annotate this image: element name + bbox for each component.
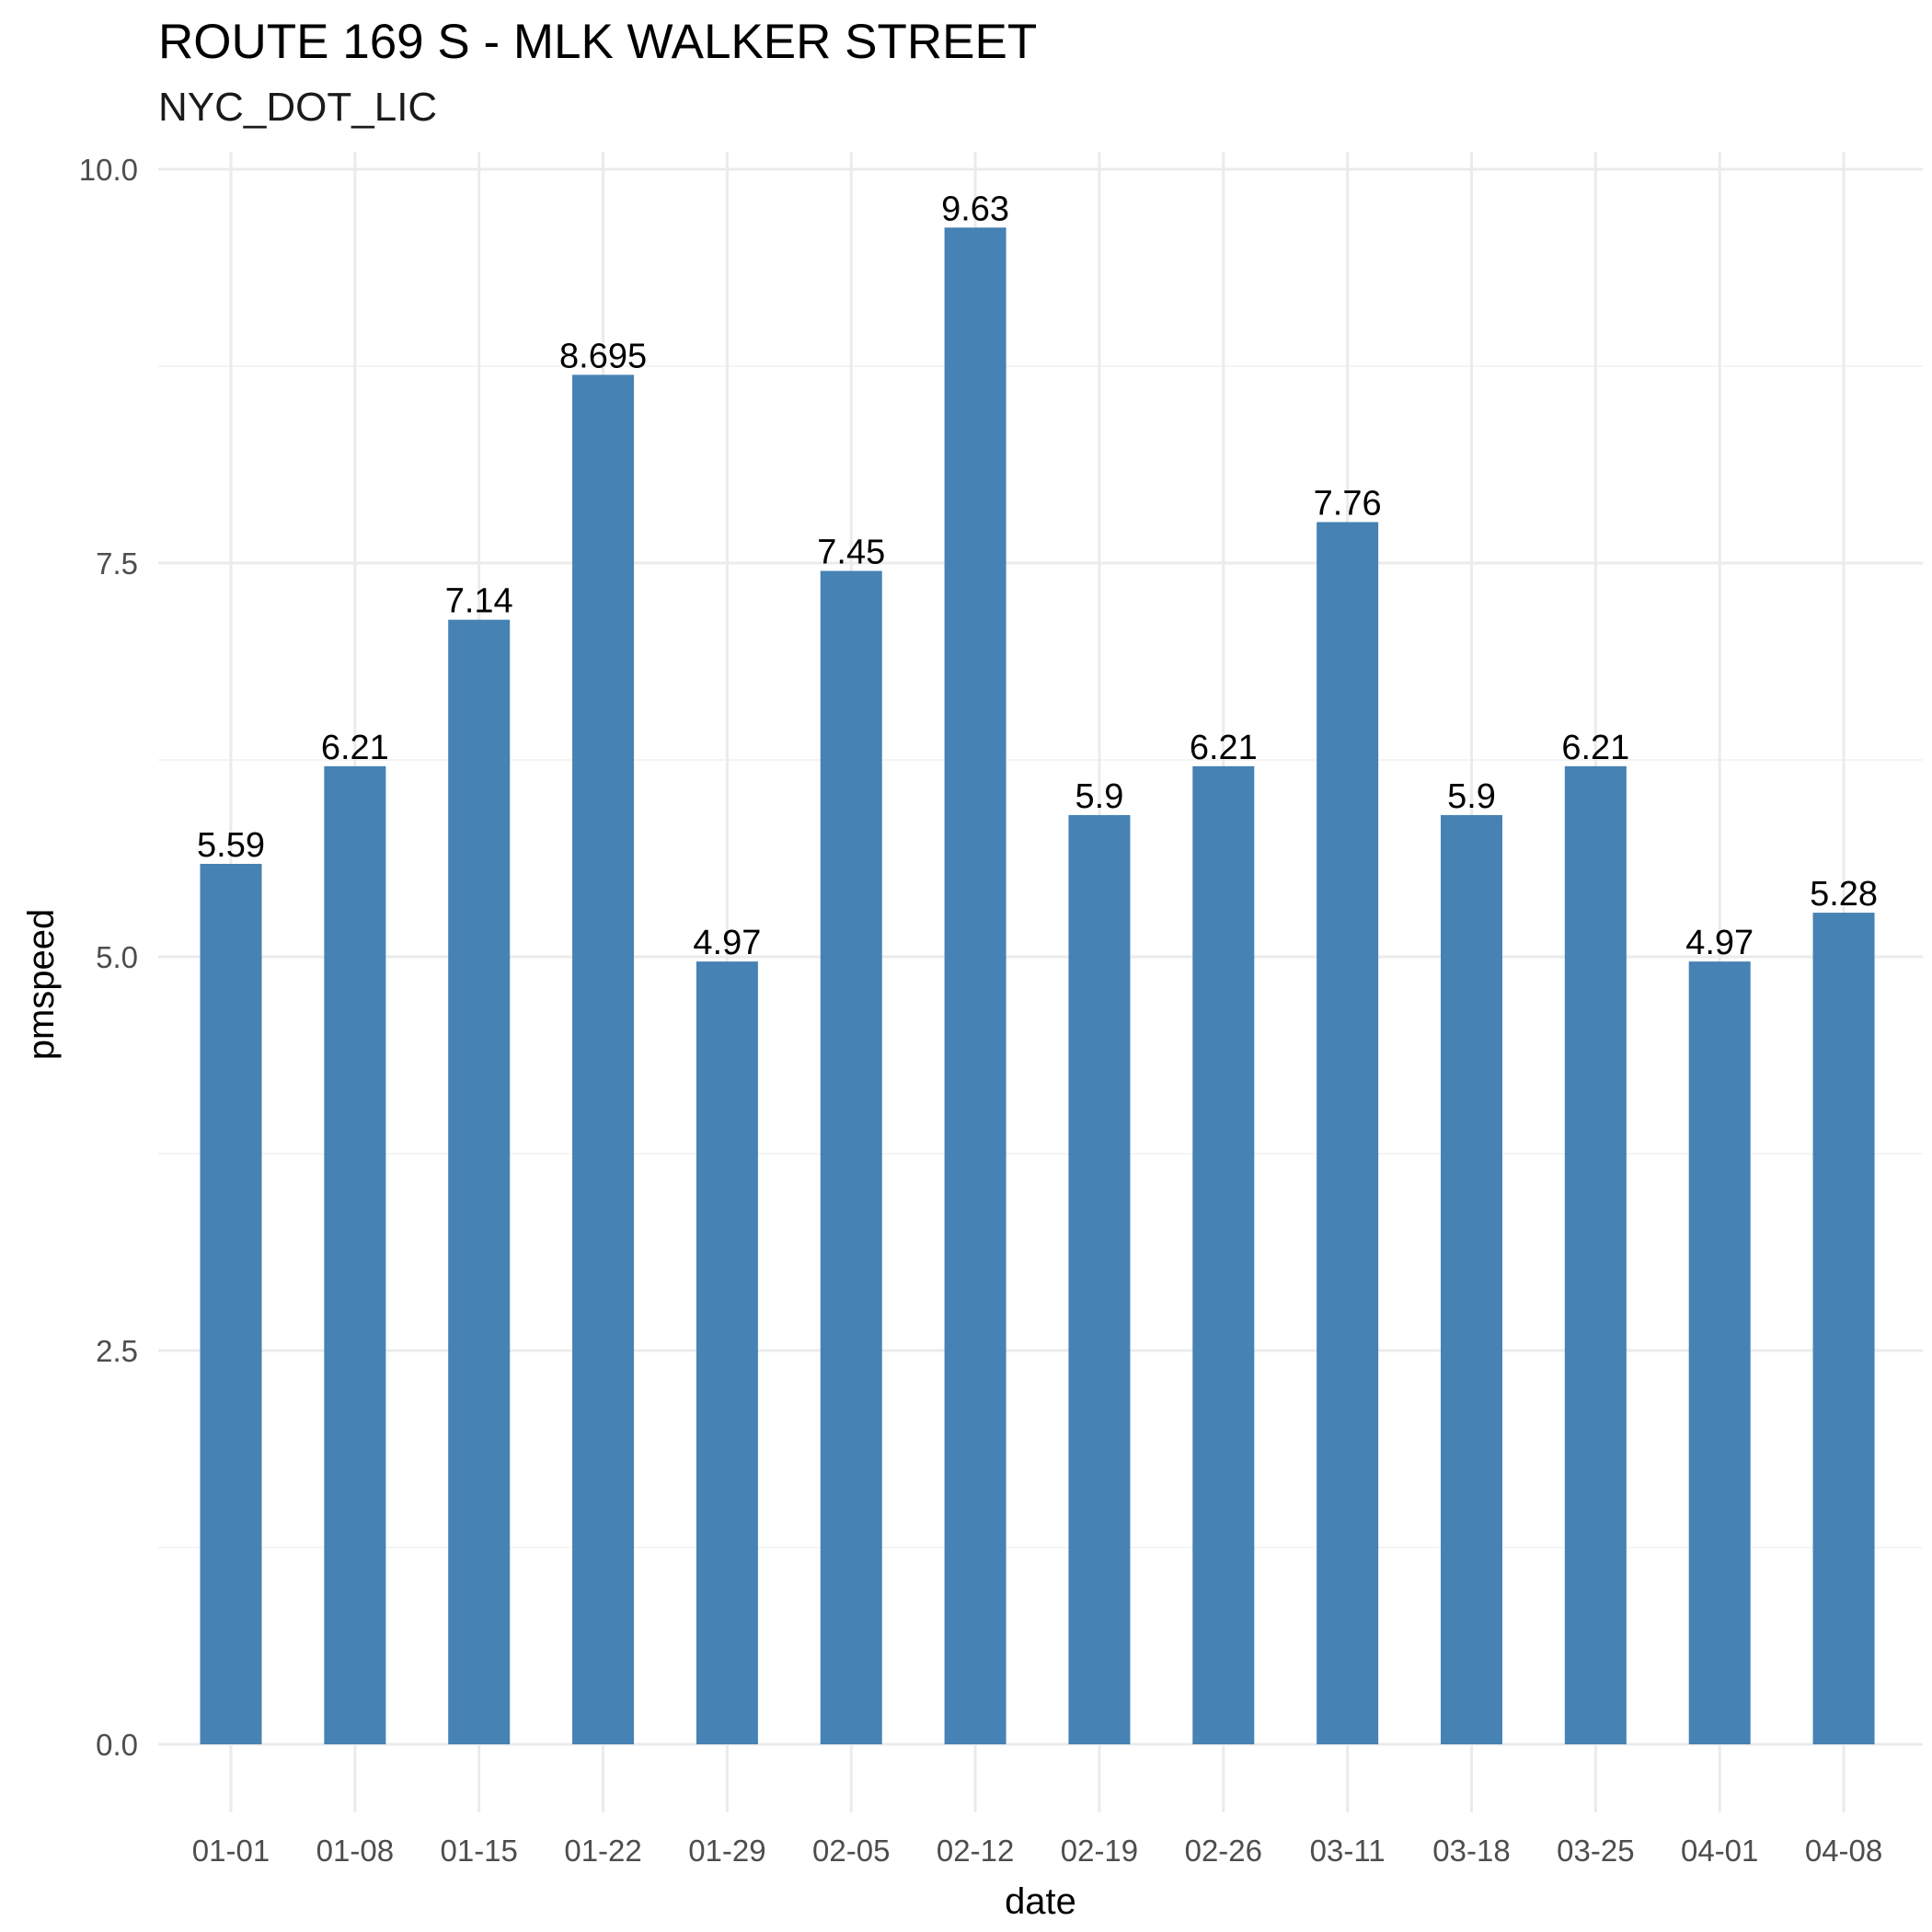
bar-value-label: 5.28 xyxy=(1810,875,1878,914)
bar xyxy=(820,570,882,1744)
x-tick-label: 02-19 xyxy=(1061,1834,1138,1868)
data-labels: 5.59 6.21 7.14 8.695 4.97 7.45 9.63 5.9 6.21 7.76… xyxy=(197,190,1878,962)
bar-value-label: 6.21 xyxy=(1190,729,1258,767)
y-axis-title: pmspeed xyxy=(21,909,62,1061)
bar-value-label: 5.9 xyxy=(1075,777,1124,816)
x-tick-label: 02-26 xyxy=(1185,1834,1262,1868)
bar xyxy=(1317,522,1379,1744)
y-tick-label: 7.5 xyxy=(96,546,138,581)
bar xyxy=(200,863,262,1744)
bar xyxy=(572,374,635,1744)
bar-value-label: 4.97 xyxy=(1685,924,1754,962)
bar xyxy=(1068,814,1131,1744)
bar xyxy=(1688,961,1751,1744)
x-tick-label: 01-22 xyxy=(564,1834,641,1868)
bar-value-label: 6.21 xyxy=(321,729,389,767)
x-tick-label: 04-01 xyxy=(1681,1834,1758,1868)
bar-value-label: 4.97 xyxy=(693,924,761,962)
x-tick-label: 03-11 xyxy=(1310,1834,1386,1868)
y-tick-label: 2.5 xyxy=(96,1334,138,1368)
bar xyxy=(1812,913,1875,1744)
bar xyxy=(1441,814,1502,1744)
bar-value-label: 8.695 xyxy=(559,337,647,375)
bar-value-label: 5.59 xyxy=(197,826,265,865)
y-tick-label: 0.0 xyxy=(96,1728,138,1762)
x-tick-label: 02-05 xyxy=(812,1834,890,1868)
x-tick-label: 01-29 xyxy=(688,1834,765,1868)
x-tick-label: 02-12 xyxy=(937,1834,1014,1868)
bars xyxy=(200,227,1875,1744)
bar-value-label: 7.45 xyxy=(817,534,885,572)
y-tick-label: 10.0 xyxy=(79,153,138,187)
y-axis-ticks: 0.0 2.5 5.0 7.5 10.0 xyxy=(79,153,138,1762)
chart-title: ROUTE 169 S - MLK WALKER STREET xyxy=(158,15,1037,69)
x-axis-ticks: 01-01 01-08 01-15 01-22 01-29 02-05 02-12 02-19… xyxy=(192,1834,1882,1868)
x-tick-label: 03-18 xyxy=(1432,1834,1510,1868)
bar-value-label: 9.63 xyxy=(941,190,1009,228)
x-axis-title: date xyxy=(1005,1881,1076,1922)
grid-layer xyxy=(158,152,1923,1812)
bar-value-label: 7.76 xyxy=(1314,484,1382,523)
chart-subtitle: NYC_DOT_LIC xyxy=(158,85,437,130)
x-tick-label: 01-15 xyxy=(440,1834,517,1868)
bar-value-label: 6.21 xyxy=(1561,729,1629,767)
bar xyxy=(1564,765,1627,1744)
bar xyxy=(1192,765,1255,1744)
bar xyxy=(448,619,511,1744)
bar xyxy=(696,961,758,1744)
x-tick-label: 03-25 xyxy=(1557,1834,1634,1868)
x-tick-label: 04-08 xyxy=(1805,1834,1882,1868)
bar xyxy=(324,765,386,1744)
x-tick-label: 01-08 xyxy=(316,1834,394,1868)
x-tick-label: 01-01 xyxy=(192,1834,270,1868)
y-tick-label: 5.0 xyxy=(96,940,138,974)
bar-value-label: 5.9 xyxy=(1447,777,1496,816)
bar-value-label: 7.14 xyxy=(445,582,513,621)
bar xyxy=(944,227,1006,1744)
